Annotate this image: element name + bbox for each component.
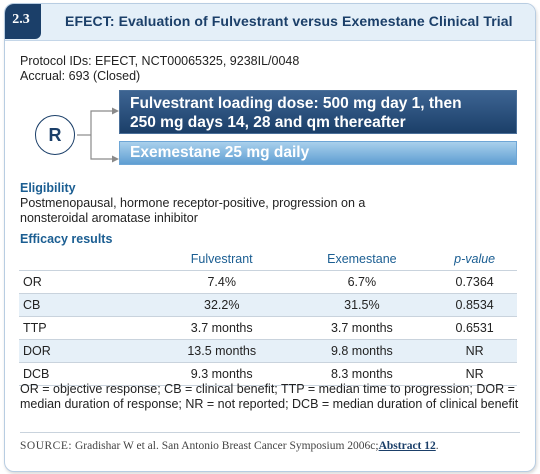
table-row: OR 7.4% 6.7% 0.7364 [19, 270, 517, 294]
table-row: TTP 3.7 months 3.7 months 0.6531 [19, 316, 517, 340]
treatment-arm-fulvestrant: Fulvestrant loading dose: 500 mg day 1, … [119, 90, 517, 134]
randomization-node: R [35, 115, 75, 155]
row-label: OR [19, 270, 152, 294]
abstract-link[interactable]: Abstract 12 [378, 440, 436, 452]
table-cell: 13.5 months [152, 339, 292, 363]
table-header-row: Fulvestrant Exemestane p-value [19, 248, 517, 271]
treatment-arm-exemestane: Exemestane 25 mg daily [119, 141, 517, 165]
source-text: Gradishar W et al. San Antonio Breast Ca… [74, 440, 379, 452]
row-label: CB [19, 293, 152, 317]
figure-title: EFECT: Evaluation of Fulvestrant versus … [65, 13, 513, 29]
table-cell: 31.5% [291, 293, 433, 317]
connector-branch [90, 110, 115, 160]
efficacy-table: Fulvestrant Exemestane p-value OR 7.4% 6… [19, 248, 517, 386]
source-end: . [435, 440, 439, 452]
table-cell: 8.3 months [291, 362, 433, 386]
table-cell: 0.7364 [432, 270, 517, 294]
figure-number-tab: 2.3 [5, 4, 41, 39]
table-cell: 3.7 months [291, 316, 433, 340]
table-row: DOR 13.5 months 9.8 months NR [19, 339, 517, 363]
row-label: TTP [19, 316, 152, 340]
arrow-head-top [112, 107, 119, 115]
protocol-ids: Protocol IDs: EFECT, NCT00065325, 9238IL… [20, 54, 300, 68]
table-cell: NR [432, 339, 517, 363]
source-divider [20, 432, 520, 433]
header-bar [5, 4, 535, 41]
table-cell: 9.3 months [152, 362, 292, 386]
source-label: SOURCE: [20, 440, 73, 452]
table-cell: 0.8534 [432, 293, 517, 317]
randomization-connector [77, 107, 119, 163]
arm-fulvestrant-line1: Fulvestrant loading dose: 500 mg day 1, … [130, 95, 462, 112]
row-label: DCB [19, 362, 152, 386]
arm-exemestane-label: Exemestane 25 mg daily [130, 144, 310, 161]
column-header-fulvestrant: Fulvestrant [152, 248, 292, 271]
eligibility-text: Postmenopausal, hormone receptor-positiv… [20, 196, 366, 225]
table-cell: 0.6531 [432, 316, 517, 340]
column-header-pvalue: p-value [432, 248, 517, 271]
eligibility-heading: Eligibility [20, 181, 76, 195]
table-cell: 9.8 months [291, 339, 433, 363]
abbreviation-definitions: OR = objective response; CB = clinical b… [20, 382, 519, 411]
table-cell: 7.4% [152, 270, 292, 294]
table-cell: 32.2% [152, 293, 292, 317]
accrual: Accrual: 693 (Closed) [20, 69, 141, 83]
efficacy-heading: Efficacy results [20, 232, 113, 246]
arrow-head-bottom [112, 155, 119, 163]
table-row: CB 32.2% 31.5% 0.8534 [19, 293, 517, 317]
column-header-blank [19, 248, 152, 271]
arm-fulvestrant-line2: 250 mg days 14, 28 and qm thereafter [130, 114, 406, 131]
source-citation: SOURCE: Gradishar W et al. San Antonio B… [20, 440, 439, 452]
table-cell: 3.7 months [152, 316, 292, 340]
row-label: DOR [19, 339, 152, 363]
column-header-exemestane: Exemestane [291, 248, 433, 271]
table-cell: 6.7% [291, 270, 433, 294]
figure-frame: 2.3 EFECT: Evaluation of Fulvestrant ver… [4, 3, 536, 472]
table-cell: NR [432, 362, 517, 386]
protocol-info: Protocol IDs: EFECT, NCT00065325, 9238IL… [20, 54, 299, 84]
table-row: DCB 9.3 months 8.3 months NR [19, 362, 517, 386]
